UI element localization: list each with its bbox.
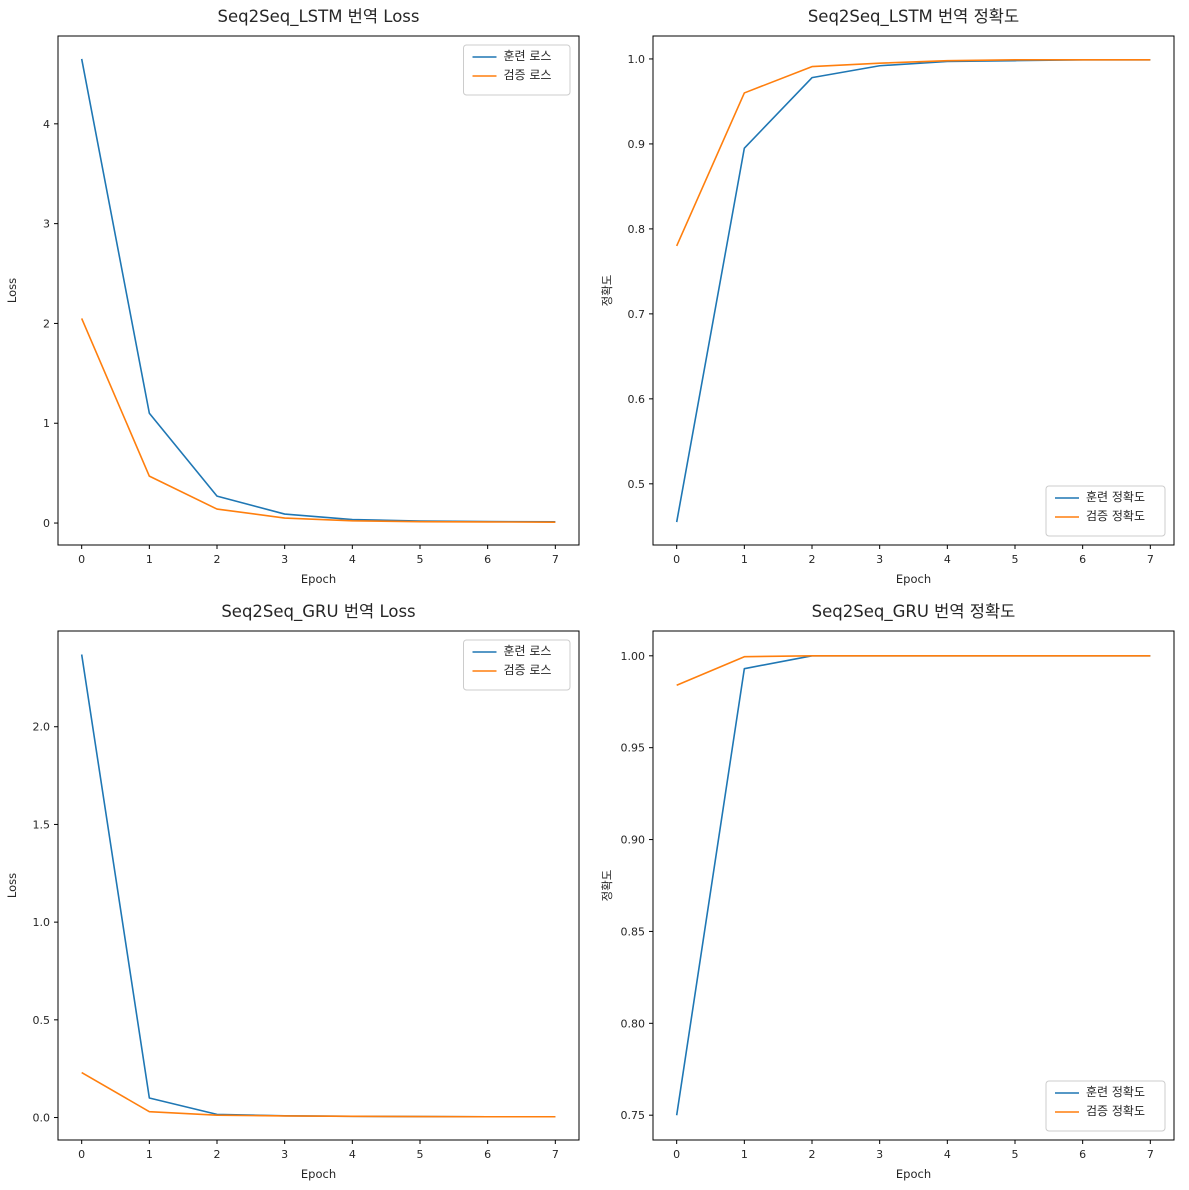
y-tick-label: 1.5 [33, 818, 51, 831]
legend-label: 훈련 로스 [504, 49, 552, 63]
chart-seq2seq-lstm-loss: Seq2Seq_LSTM 번역 Loss 0 1 2 3 4 5 6 7 0 1 2 3 4 Epoch Lo… [0, 0, 595, 595]
series-line [80, 654, 556, 1118]
legend-label: 훈련 정확도 [1086, 1085, 1145, 1099]
chart-seq2seq-lstm-accuracy: Seq2Seq_LSTM 번역 정확도 0 1 2 3 4 5 6 7 0.5 0.6 0.7 0.8 0… [595, 0, 1189, 595]
y-tick-label: 0.7 [627, 308, 645, 321]
y-tick-label: 0.9 [627, 138, 645, 151]
series-line [675, 58, 1150, 523]
x-tick-label: 3 [281, 553, 288, 566]
y-tick-label: 4 [43, 118, 50, 131]
x-tick-label: 6 [1079, 1148, 1086, 1161]
x-axis-label: Epoch [895, 572, 930, 586]
y-tick-label: 0.5 [33, 1014, 51, 1027]
series-line [675, 655, 1150, 1116]
y-tick-label: 0 [43, 517, 50, 530]
y-axis-label: 정확도 [600, 275, 614, 307]
x-axis-label: Epoch [301, 572, 336, 586]
x-tick-label: 2 [214, 553, 221, 566]
legend-label: 검증 로스 [504, 68, 552, 82]
chart-title: Seq2Seq_LSTM 번역 정확도 [807, 7, 1018, 27]
x-tick-label: 7 [552, 1148, 559, 1161]
chart-svg: Seq2Seq_GRU 번역 Loss 0 1 2 3 4 5 6 7 0.0 0.5 1.0 1.5 2… [5, 602, 580, 1181]
series-line [80, 318, 556, 523]
y-axis-label: Loss [5, 873, 19, 898]
x-tick-label: 5 [416, 1148, 423, 1161]
series-line [675, 655, 1150, 686]
plot-border [652, 630, 1174, 1141]
legend-label: 훈련 정확도 [1086, 490, 1145, 504]
y-tick-label: 0.0 [33, 1112, 51, 1125]
y-axis-label: Loss [5, 278, 19, 303]
legend-label: 검증 정확도 [1086, 509, 1145, 523]
x-tick-label: 2 [808, 1148, 815, 1161]
x-tick-label: 3 [876, 1148, 883, 1161]
y-tick-label: 0.8 [627, 223, 645, 236]
x-tick-label: 5 [1011, 1148, 1018, 1161]
x-tick-label: 2 [214, 1148, 221, 1161]
chart-svg: Seq2Seq_LSTM 번역 Loss 0 1 2 3 4 5 6 7 0 1 2 3 4 Epoch Lo… [5, 7, 580, 586]
chart-seq2seq-gru-accuracy: Seq2Seq_GRU 번역 정확도 0 1 2 3 4 5 6 7 0.75 0.80 0.85 0.… [595, 595, 1189, 1190]
x-tick-label: 0 [673, 1148, 680, 1161]
y-tick-label: 0.6 [627, 393, 645, 406]
y-tick-label: 0.75 [620, 1109, 645, 1122]
y-tick-label: 2 [43, 317, 50, 330]
x-tick-label: 1 [146, 553, 153, 566]
x-tick-label: 3 [876, 553, 883, 566]
chart-title: Seq2Seq_LSTM 번역 Loss [218, 7, 420, 27]
x-tick-label: 0 [78, 1148, 85, 1161]
x-tick-label: 5 [1011, 553, 1018, 566]
x-tick-label: 6 [484, 553, 491, 566]
x-tick-label: 7 [1146, 1148, 1153, 1161]
x-tick-label: 4 [349, 553, 356, 566]
x-tick-label: 1 [146, 1148, 153, 1161]
legend-label: 훈련 로스 [504, 644, 552, 658]
y-tick-label: 0.80 [620, 1017, 645, 1030]
x-tick-label: 4 [349, 1148, 356, 1161]
x-axis-label: Epoch [895, 1167, 930, 1181]
series-line [675, 58, 1150, 247]
x-tick-label: 2 [808, 553, 815, 566]
series-line [81, 1071, 556, 1118]
y-tick-label: 1.0 [627, 53, 645, 66]
x-tick-label: 6 [484, 1148, 491, 1161]
y-tick-label: 0.5 [627, 478, 645, 491]
x-tick-label: 5 [416, 553, 423, 566]
chart-title: Seq2Seq_GRU 번역 Loss [221, 602, 415, 622]
plot-border [57, 630, 580, 1141]
y-tick-label: 1 [43, 417, 50, 430]
chart-title: Seq2Seq_GRU 번역 정확도 [811, 602, 1015, 622]
y-tick-label: 3 [43, 218, 50, 231]
plot-border [57, 35, 580, 546]
x-tick-label: 1 [740, 1148, 747, 1161]
x-tick-label: 1 [740, 553, 747, 566]
y-axis-label: 정확도 [600, 870, 614, 902]
y-tick-label: 1.0 [33, 916, 51, 929]
y-tick-label: 1.00 [620, 650, 645, 663]
chart-svg: Seq2Seq_LSTM 번역 정확도 0 1 2 3 4 5 6 7 0.5 0.6 0.7 0.8 0… [600, 7, 1174, 586]
y-tick-label: 0.85 [620, 925, 645, 938]
plot-border [652, 35, 1174, 546]
legend-label: 검증 정확도 [1086, 1104, 1145, 1118]
y-tick-label: 0.95 [620, 742, 645, 755]
x-tick-label: 6 [1079, 553, 1086, 566]
y-tick-label: 2.0 [33, 721, 51, 734]
x-tick-label: 4 [943, 1148, 950, 1161]
series-line [80, 58, 556, 523]
legend-label: 검증 로스 [504, 663, 552, 677]
x-tick-label: 0 [673, 553, 680, 566]
y-tick-label: 0.90 [620, 834, 645, 847]
x-tick-label: 3 [281, 1148, 288, 1161]
x-tick-label: 7 [552, 553, 559, 566]
chart-svg: Seq2Seq_GRU 번역 정확도 0 1 2 3 4 5 6 7 0.75 0.80 0.85 0.… [600, 602, 1174, 1181]
x-tick-label: 7 [1146, 553, 1153, 566]
x-tick-label: 0 [78, 553, 85, 566]
x-axis-label: Epoch [301, 1167, 336, 1181]
x-tick-label: 4 [943, 553, 950, 566]
chart-seq2seq-gru-loss: Seq2Seq_GRU 번역 Loss 0 1 2 3 4 5 6 7 0.0 0.5 1.0 1.5 2… [0, 595, 595, 1190]
